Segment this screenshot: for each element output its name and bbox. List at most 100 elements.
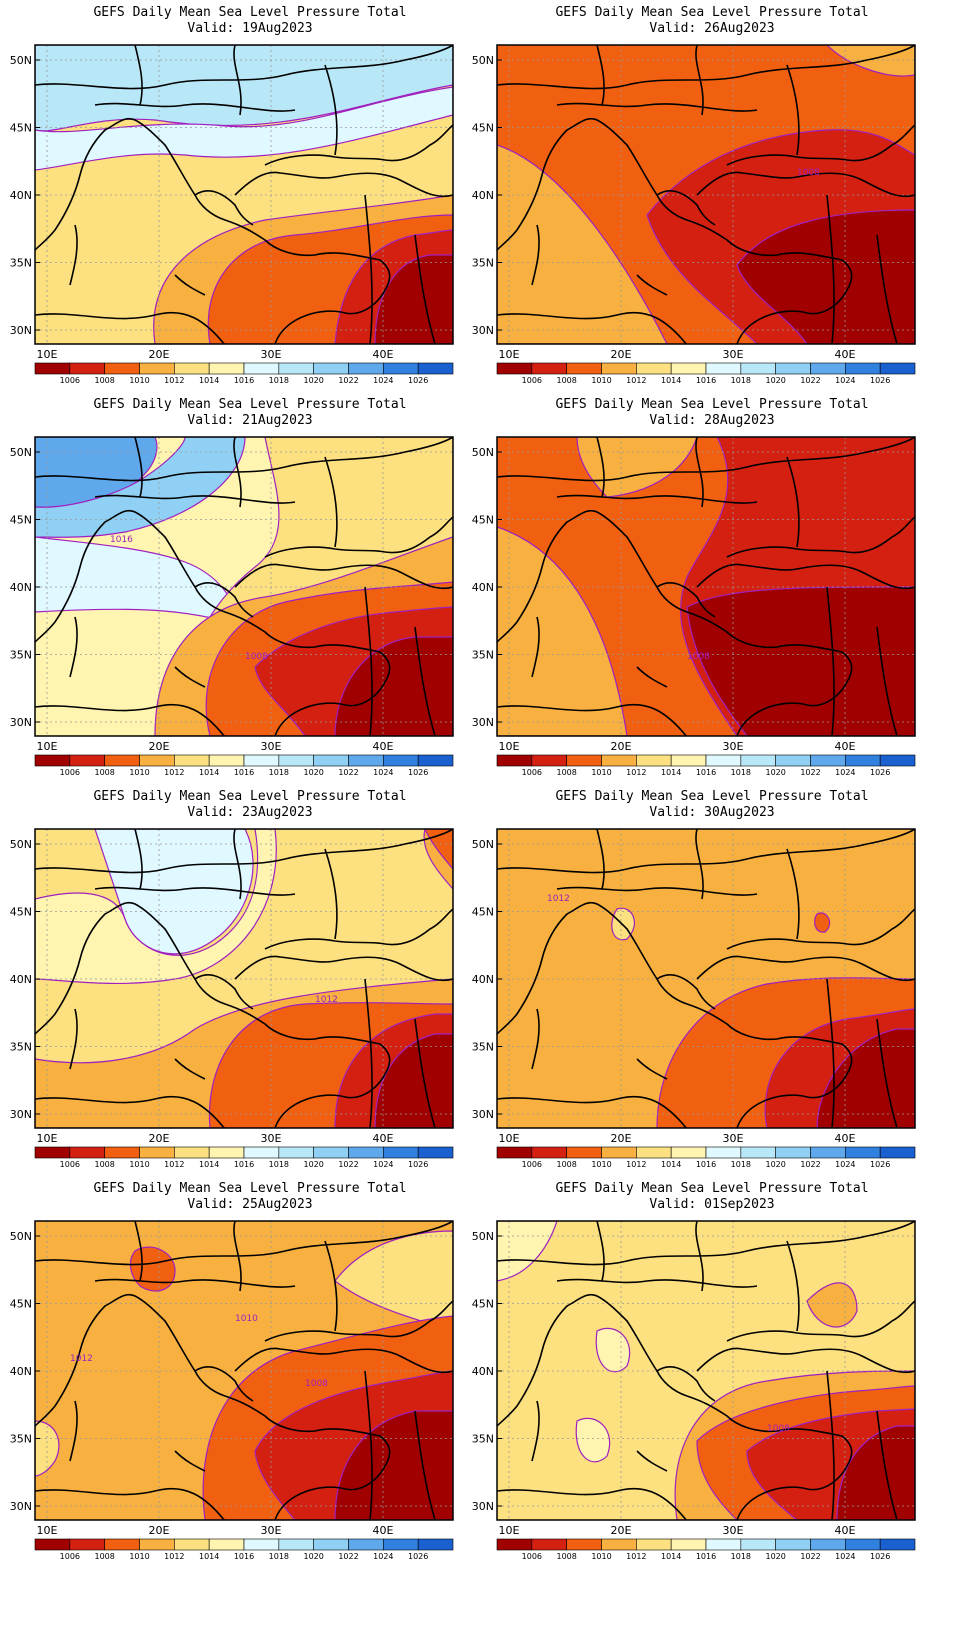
pressure-contour-region <box>575 1417 611 1463</box>
contour-label: 1008 <box>305 1379 328 1389</box>
longitude-tick-label: 10E <box>499 1524 520 1537</box>
colorbar-swatch <box>775 1146 811 1159</box>
longitude-tick-label: 20E <box>611 740 632 753</box>
longitude-tick-label: 10E <box>37 1132 58 1145</box>
longitude-tick-label: 30E <box>261 348 282 361</box>
panel-title: GEFS Daily Mean Sea Level Pressure Total <box>93 1181 407 1196</box>
colorbar-swatch <box>278 362 314 375</box>
pressure-map: 1016 1008 50N 45N 40N 35N 30N 10E 20E 30E 40E 1006 1… <box>10 436 454 777</box>
longitude-tick-label: 10E <box>37 1524 58 1537</box>
pressure-contour-region <box>374 254 453 344</box>
colorbar-label: 1010 <box>591 1160 611 1169</box>
colorbar-swatch <box>348 1538 384 1551</box>
latitude-tick-label: 30N <box>10 1500 32 1513</box>
colorbar-swatch <box>104 754 140 767</box>
colorbar-swatch <box>348 1146 384 1159</box>
colorbar-swatch <box>670 1146 707 1159</box>
colorbar-swatch <box>417 362 454 375</box>
colorbar-label: 1026 <box>870 768 890 777</box>
colorbar-label: 1012 <box>164 1160 184 1169</box>
colorbar-swatch <box>139 754 175 767</box>
colorbar-label: 1024 <box>835 1552 855 1561</box>
contour-label: 1012 <box>315 995 338 1005</box>
colorbar-label: 1022 <box>338 1552 358 1561</box>
colorbar-label: 1026 <box>870 1160 890 1169</box>
colorbar-swatch <box>34 362 71 375</box>
longitude-tick-label: 10E <box>37 348 58 361</box>
colorbar-swatch <box>104 362 140 375</box>
colorbar-label: 1012 <box>626 1160 646 1169</box>
colorbar-swatch <box>810 362 846 375</box>
colorbar-swatch <box>348 754 384 767</box>
latitude-tick-label: 40N <box>10 581 32 594</box>
coastline-borders <box>497 45 915 344</box>
coastline-borders <box>497 1221 915 1520</box>
colorbar-label: 1020 <box>303 768 323 777</box>
colorbar-label: 1018 <box>731 1160 751 1169</box>
colorbar-label: 1018 <box>731 376 751 385</box>
coastline-borders <box>35 1221 453 1520</box>
pressure-contour-region <box>806 1282 858 1328</box>
panel-valid-date: Valid: 21Aug2023 <box>187 413 313 428</box>
colorbar-label: 1010 <box>591 376 611 385</box>
colorbar-label: 1014 <box>199 1160 219 1169</box>
colorbar-label: 1010 <box>129 1160 149 1169</box>
latitude-tick-label: 40N <box>472 973 494 986</box>
colorbar-swatch <box>139 1146 175 1159</box>
coastline-borders <box>35 829 453 1128</box>
colorbar-swatch <box>601 1538 637 1551</box>
colorbar-label: 1006 <box>60 376 80 385</box>
colorbar-label: 1016 <box>696 1160 716 1169</box>
coastline-borders <box>497 829 915 1128</box>
map-panel: 1012 1010 1008 50N 45N 40N 35N 30N 10E 20E 30E 40E 1… <box>0 1176 482 1586</box>
colorbar-label: 1026 <box>408 768 428 777</box>
colorbar-swatch <box>810 1146 846 1159</box>
latitude-tick-label: 30N <box>10 324 32 337</box>
colorbar-swatch <box>313 754 349 767</box>
colorbar-label: 1026 <box>408 376 428 385</box>
colorbar-label: 1026 <box>408 1552 428 1561</box>
colorbar-label: 1010 <box>591 768 611 777</box>
pressure-contour-region <box>35 86 453 171</box>
colorbar-label: 1010 <box>591 1552 611 1561</box>
panel-title: GEFS Daily Mean Sea Level Pressure Total <box>555 1181 869 1196</box>
latitude-tick-label: 45N <box>10 1298 32 1311</box>
colorbar-label: 1008 <box>556 768 576 777</box>
colorbar-label: 1008 <box>94 1160 114 1169</box>
colorbar-label: 1006 <box>522 376 542 385</box>
colorbar-label: 1016 <box>696 1552 716 1561</box>
colorbar-swatch <box>69 1538 105 1551</box>
colorbar-label: 1018 <box>731 768 751 777</box>
latitude-tick-label: 50N <box>10 54 32 67</box>
colorbar-label: 1006 <box>522 1160 542 1169</box>
colorbar-swatch <box>845 1538 881 1551</box>
colorbar-swatch <box>636 1538 672 1551</box>
pressure-contour-region <box>497 144 668 344</box>
longitude-tick-label: 20E <box>149 348 170 361</box>
panel-title: GEFS Daily Mean Sea Level Pressure Total <box>93 397 407 412</box>
latitude-tick-label: 35N <box>472 649 494 662</box>
colorbar-label: 1016 <box>234 1552 254 1561</box>
longitude-tick-label: 30E <box>723 740 744 753</box>
latitude-tick-label: 40N <box>10 973 32 986</box>
pressure-contour-region <box>334 636 453 736</box>
panel-valid-date: Valid: 01Sep2023 <box>649 1197 775 1212</box>
coastline-borders <box>35 437 453 736</box>
colorbar-label: 1022 <box>338 376 358 385</box>
pressure-map: 1012 1010 1008 50N 45N 40N 35N 30N 10E 20E 30E 40E 1… <box>10 1220 454 1561</box>
colorbar-swatch <box>313 362 349 375</box>
colorbar-label: 1026 <box>870 376 890 385</box>
longitude-tick-label: 40E <box>835 740 856 753</box>
colorbar-label: 1012 <box>626 376 646 385</box>
pressure-map: 1008 50N 45N 40N 35N 30N 10E 20E 30E 40E 1006 1008 1… <box>472 1220 916 1561</box>
colorbar-swatch <box>740 1146 776 1159</box>
colorbar-swatch <box>531 1146 567 1159</box>
latitude-tick-label: 45N <box>472 906 494 919</box>
colorbar-swatch <box>278 754 314 767</box>
longitude-tick-label: 30E <box>261 1524 282 1537</box>
colorbar-swatch <box>670 362 707 375</box>
colorbar-label: 1024 <box>373 1160 393 1169</box>
colorbar-swatch <box>174 1538 210 1551</box>
longitude-tick-label: 10E <box>37 740 58 753</box>
latitude-tick-label: 40N <box>10 189 32 202</box>
